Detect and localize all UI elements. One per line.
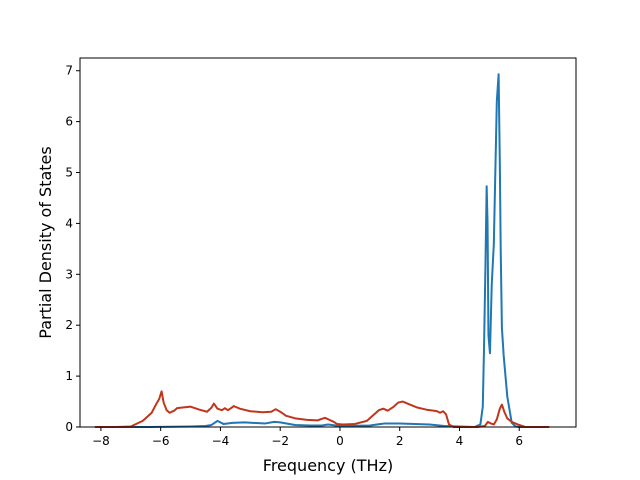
y-tick-label: 2 (65, 318, 73, 332)
x-tick-label: −2 (271, 434, 289, 448)
x-tick-label: 4 (456, 434, 464, 448)
y-tick-label: 1 (65, 369, 73, 383)
x-axis-label: Frequency (THz) (263, 456, 393, 475)
y-axis-label: Partial Density of States (36, 146, 55, 338)
y-tick-label: 7 (65, 64, 73, 78)
y-tick-label: 0 (65, 420, 73, 434)
series-line-2 (94, 390, 550, 428)
x-tick-label: −8 (92, 434, 110, 448)
x-tick-label: −6 (152, 434, 170, 448)
y-axis-ticks: 0 1 2 3 4 5 6 7 (65, 64, 80, 434)
x-tick-label: 6 (515, 434, 523, 448)
y-tick-label: 5 (65, 166, 73, 180)
y-tick-label: 3 (65, 267, 73, 281)
x-tick-label: 2 (396, 434, 404, 448)
y-tick-label: 4 (65, 216, 73, 230)
y-tick-label: 6 (65, 115, 73, 129)
series-line-1 (94, 73, 550, 428)
x-tick-label: −4 (212, 434, 230, 448)
series-layer (94, 73, 550, 428)
x-axis-ticks: −8 −6 −4 −2 0 2 4 6 (92, 427, 523, 448)
plot-frame (79, 57, 577, 428)
x-tick-label: 0 (336, 434, 344, 448)
